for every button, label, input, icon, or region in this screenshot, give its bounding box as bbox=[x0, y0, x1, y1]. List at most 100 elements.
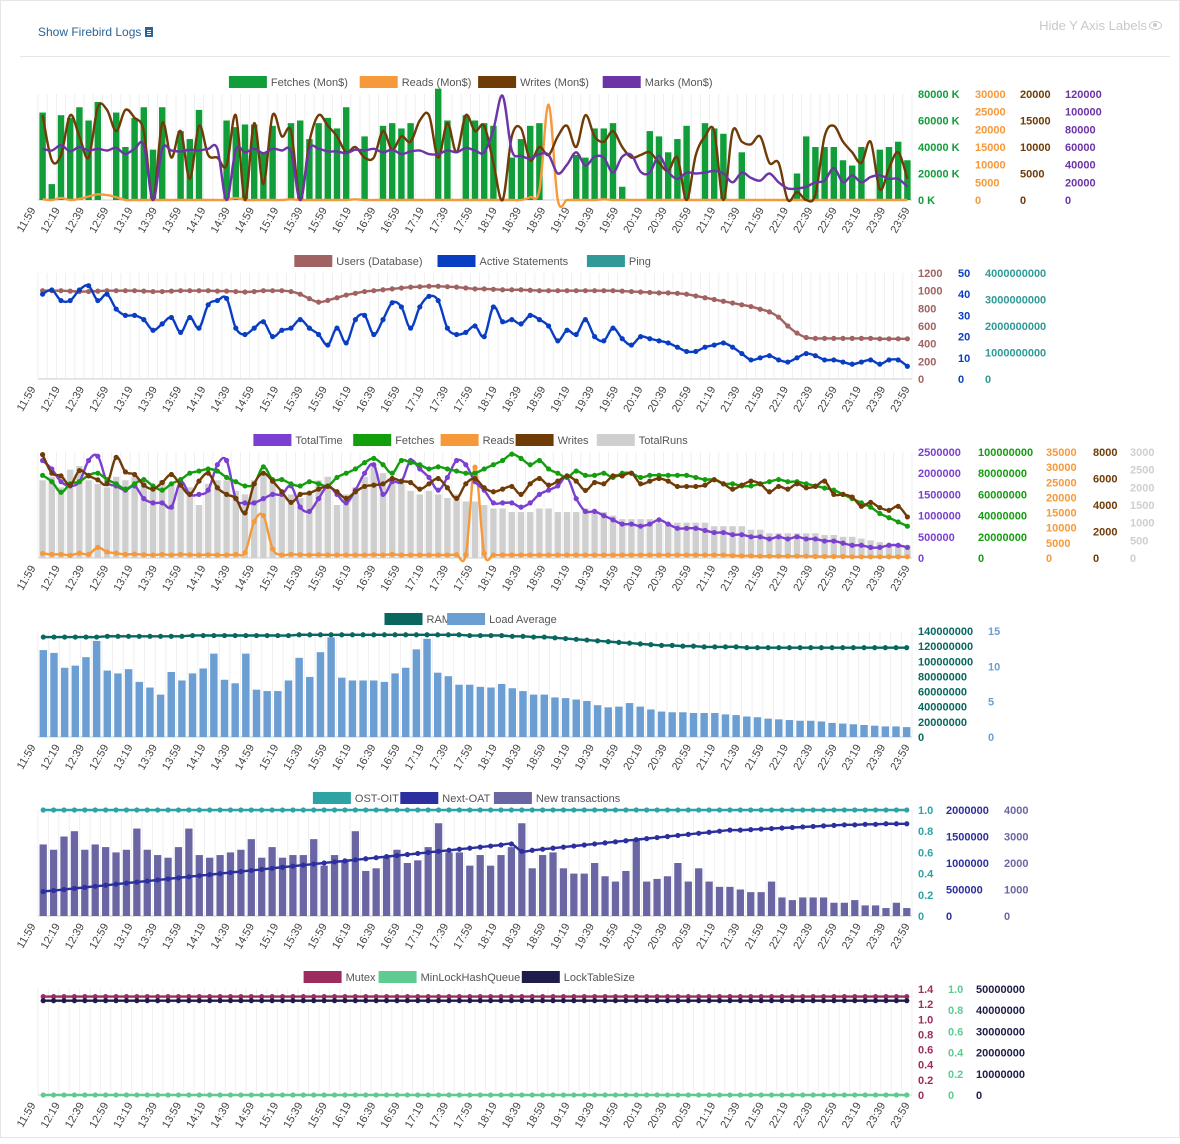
y-tick-label: 6000 bbox=[1093, 474, 1117, 486]
data-point bbox=[344, 340, 349, 345]
legend-item-totaltime[interactable]: TotalTime bbox=[253, 434, 342, 447]
x-tick-label: 16:39 bbox=[354, 564, 378, 594]
data-point bbox=[160, 289, 165, 294]
legend-item-reads-mon[interactable]: Reads (Mon$) bbox=[360, 76, 472, 89]
y-tick-label: 20000 bbox=[1020, 89, 1051, 101]
data-point bbox=[738, 807, 743, 812]
data-point bbox=[850, 543, 855, 548]
data-point bbox=[620, 336, 625, 341]
y-tick-label: 20000000 bbox=[976, 1048, 1025, 1060]
data-point bbox=[850, 494, 855, 499]
legend-item-marks-mon[interactable]: Marks (Mon$) bbox=[603, 76, 713, 89]
data-point bbox=[821, 1092, 826, 1097]
data-point bbox=[583, 509, 588, 514]
legend-item-reads[interactable]: Reads bbox=[441, 434, 515, 447]
bar bbox=[601, 512, 607, 558]
bar bbox=[747, 892, 754, 916]
data-point bbox=[141, 496, 146, 501]
data-point bbox=[155, 1092, 160, 1097]
data-point bbox=[634, 837, 639, 842]
data-point bbox=[390, 552, 395, 557]
data-point bbox=[561, 845, 566, 850]
x-tick-label: 23:59 bbox=[888, 206, 912, 236]
data-point bbox=[86, 473, 91, 478]
legend-item-fetches[interactable]: Fetches bbox=[353, 434, 435, 447]
data-point bbox=[904, 998, 909, 1003]
x-tick-label: 23:39 bbox=[864, 1101, 888, 1131]
x-tick-label: 16:39 bbox=[354, 922, 378, 952]
legend-item-totalruns[interactable]: TotalRuns bbox=[597, 434, 688, 447]
x-tick-label: 20:59 bbox=[670, 206, 694, 236]
data-point bbox=[574, 552, 579, 557]
bar bbox=[573, 700, 580, 737]
series-users-database bbox=[40, 284, 910, 342]
legend-item-writes[interactable]: Writes bbox=[516, 434, 589, 447]
data-point bbox=[717, 1092, 722, 1097]
bar bbox=[695, 868, 702, 916]
data-point bbox=[217, 1092, 222, 1097]
bar bbox=[92, 844, 99, 916]
bar bbox=[242, 654, 249, 737]
data-point bbox=[684, 526, 689, 531]
data-point bbox=[436, 464, 441, 469]
x-tick-label: 21:19 bbox=[694, 743, 718, 773]
bar bbox=[472, 121, 478, 201]
data-point bbox=[124, 998, 129, 1003]
data-point bbox=[446, 998, 451, 1003]
data-point bbox=[616, 640, 621, 645]
legend-item-locktablesize[interactable]: LockTableSize bbox=[522, 971, 635, 984]
x-tick-label: 16:19 bbox=[330, 206, 354, 236]
legend-item-new-transactions[interactable]: New transactions bbox=[494, 792, 621, 805]
data-point bbox=[104, 549, 109, 554]
data-point bbox=[739, 483, 744, 488]
data-point bbox=[712, 297, 717, 302]
legend-item-next-oat[interactable]: Next-OAT bbox=[400, 792, 490, 805]
bar bbox=[334, 505, 340, 558]
data-point bbox=[478, 845, 483, 850]
x-tick-label: 16:59 bbox=[379, 564, 403, 594]
data-point bbox=[571, 998, 576, 1003]
data-point bbox=[445, 485, 450, 490]
y-tick-label: 10000000 bbox=[976, 1069, 1025, 1081]
legend-item-writes-mon[interactable]: Writes (Mon$) bbox=[478, 76, 589, 89]
legend-item-load-average[interactable]: Load Average bbox=[447, 613, 557, 626]
data-point bbox=[104, 292, 109, 297]
hide-y-axis-labels-button[interactable]: Hide Y Axis Labels bbox=[1039, 18, 1162, 33]
data-point bbox=[238, 1092, 243, 1097]
x-tick-label: 21:39 bbox=[718, 1101, 742, 1131]
data-point bbox=[288, 500, 293, 505]
data-point bbox=[804, 536, 809, 541]
legend-item-users-database[interactable]: Users (Database) bbox=[294, 255, 422, 268]
legend-item-ost-oit[interactable]: OST-OIT bbox=[313, 792, 399, 805]
x-tick-label: 22:19 bbox=[767, 922, 791, 952]
x-tick-label: 18:39 bbox=[500, 1101, 524, 1131]
legend-item-ping[interactable]: Ping bbox=[587, 255, 651, 268]
data-point bbox=[290, 864, 295, 869]
y-tick-label: 80000 bbox=[1065, 124, 1096, 136]
bar bbox=[466, 866, 473, 916]
bar bbox=[414, 860, 421, 916]
legend-item-ram[interactable]: RAM bbox=[385, 613, 451, 626]
data-point bbox=[804, 554, 809, 559]
data-point bbox=[759, 1092, 764, 1097]
data-point bbox=[537, 552, 542, 557]
data-point bbox=[363, 856, 368, 861]
legend-item-fetches-mon[interactable]: Fetches (Mon$) bbox=[229, 76, 348, 89]
y-axis-1: 00.20.40.60.81.01.21.4 bbox=[918, 984, 934, 1102]
data-point bbox=[707, 830, 712, 835]
show-logs-link[interactable]: Show Firebird Logs bbox=[38, 25, 153, 39]
legend-item-minlockhashqueue[interactable]: MinLockHashQueue bbox=[379, 971, 521, 984]
legend-item-mutex[interactable]: Mutex bbox=[304, 971, 376, 984]
x-tick-label: 16:19 bbox=[330, 564, 354, 594]
data-point bbox=[842, 1092, 847, 1097]
legend-label: Load Average bbox=[489, 614, 557, 626]
legend-item-active-statements[interactable]: Active Statements bbox=[438, 255, 569, 268]
bar bbox=[743, 717, 750, 737]
data-point bbox=[124, 807, 129, 812]
x-tick-label: 21:59 bbox=[743, 743, 767, 773]
y-tick-label: 2000000 bbox=[946, 805, 989, 817]
data-point bbox=[165, 807, 170, 812]
x-tick-label: 15:39 bbox=[281, 206, 305, 236]
bar bbox=[871, 726, 878, 737]
data-point bbox=[362, 289, 367, 294]
